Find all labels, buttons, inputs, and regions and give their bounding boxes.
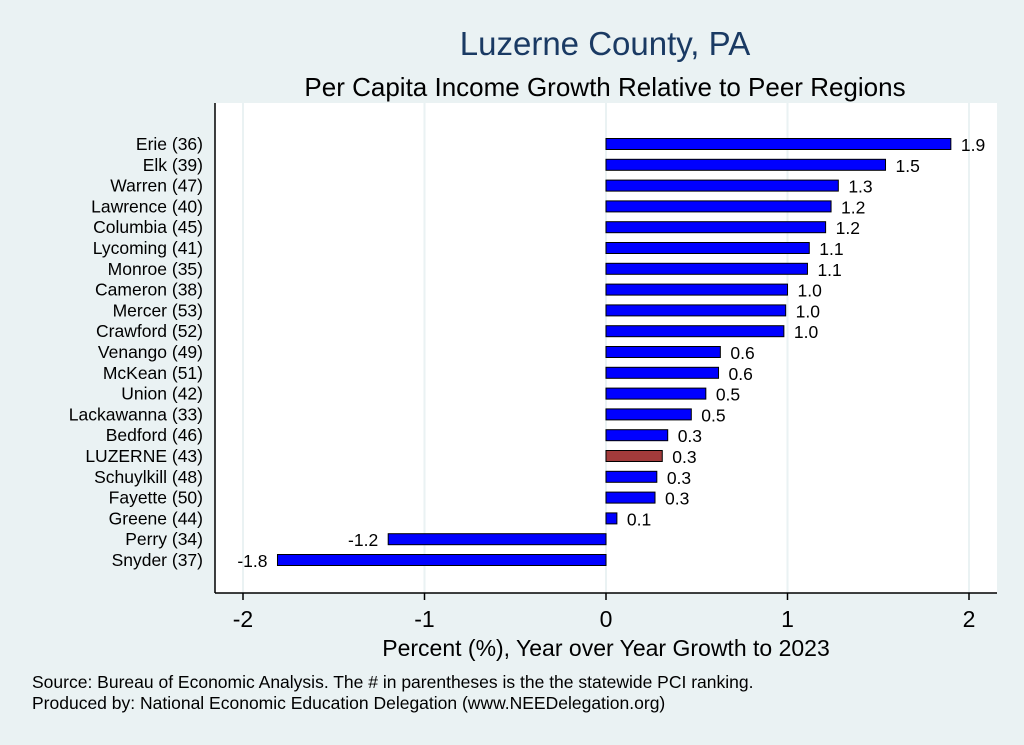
category-label-6: Monroe (35) bbox=[108, 259, 203, 279]
value-label-14: 0.3 bbox=[678, 426, 702, 446]
value-label-15: 0.3 bbox=[672, 447, 696, 467]
value-label-1: 1.5 bbox=[896, 156, 920, 176]
bar-20 bbox=[276, 554, 607, 566]
chart-footer: Source: Bureau of Economic Analysis. The… bbox=[32, 672, 753, 714]
value-label-17: 0.3 bbox=[665, 489, 689, 509]
bar-0 bbox=[605, 138, 952, 150]
value-label-16: 0.3 bbox=[667, 468, 691, 488]
x-axis-label: Percent (%), Year over Year Growth to 20… bbox=[382, 635, 830, 661]
category-label-8: Mercer (53) bbox=[113, 300, 203, 320]
x-tick-label-3: 1 bbox=[781, 606, 794, 632]
bar-4 bbox=[605, 221, 827, 234]
value-label-13: 0.5 bbox=[701, 405, 725, 425]
category-label-13: Lackawanna (33) bbox=[69, 404, 203, 424]
category-label-18: Greene (44) bbox=[109, 508, 203, 528]
category-label-3: Lawrence (40) bbox=[91, 196, 203, 216]
category-label-2: Warren (47) bbox=[110, 176, 203, 196]
value-label-3: 1.2 bbox=[841, 197, 865, 217]
value-label-5: 1.1 bbox=[819, 239, 843, 259]
value-label-19: -1.2 bbox=[348, 530, 378, 550]
x-tick-label-4: 2 bbox=[963, 606, 976, 632]
value-label-20: -1.8 bbox=[237, 551, 267, 571]
x-tick-label-0: -2 bbox=[233, 606, 253, 632]
bar-16 bbox=[605, 470, 658, 483]
bar-10 bbox=[605, 346, 721, 358]
bar-17 bbox=[605, 491, 656, 504]
x-tick-label-2: 0 bbox=[600, 606, 613, 632]
value-label-12: 0.5 bbox=[716, 385, 740, 405]
category-label-12: Union (42) bbox=[121, 384, 203, 404]
value-label-0: 1.9 bbox=[961, 135, 985, 155]
category-label-16: Schuylkill (48) bbox=[94, 467, 203, 487]
bar-11 bbox=[605, 366, 720, 379]
value-label-2: 1.3 bbox=[848, 177, 872, 197]
x-tick-label-1: -1 bbox=[414, 606, 434, 632]
category-label-5: Lycoming (41) bbox=[93, 238, 203, 258]
bar-5 bbox=[605, 242, 810, 254]
chart-subtitle: Per Capita Income Growth Relative to Pee… bbox=[304, 72, 906, 102]
category-label-0: Erie (36) bbox=[136, 134, 203, 154]
value-label-4: 1.2 bbox=[836, 218, 860, 238]
category-label-9: Crawford (52) bbox=[96, 321, 203, 341]
producer-note: Produced by: National Economic Education… bbox=[32, 693, 666, 713]
category-label-17: Fayette (50) bbox=[109, 488, 203, 508]
source-note: Source: Bureau of Economic Analysis. The… bbox=[32, 672, 754, 692]
bar-19 bbox=[387, 533, 607, 546]
category-label-19: Perry (34) bbox=[125, 529, 203, 549]
value-label-10: 0.6 bbox=[730, 343, 754, 363]
value-label-11: 0.6 bbox=[729, 364, 753, 384]
category-label-1: Elk (39) bbox=[143, 155, 203, 175]
category-label-10: Venango (49) bbox=[98, 342, 203, 362]
bar-12 bbox=[605, 387, 707, 400]
chart-title: Luzerne County, PA bbox=[459, 25, 751, 62]
value-label-9: 1.0 bbox=[794, 322, 819, 342]
category-label-15: LUZERNE (43) bbox=[85, 446, 203, 466]
bar-18 bbox=[605, 512, 618, 525]
category-label-4: Columbia (45) bbox=[93, 217, 203, 237]
value-label-6: 1.1 bbox=[817, 260, 841, 280]
value-label-7: 1.0 bbox=[798, 281, 823, 301]
bar-14 bbox=[605, 429, 669, 442]
bar-1 bbox=[605, 158, 887, 171]
bar-15 bbox=[605, 450, 663, 462]
value-label-8: 1.0 bbox=[796, 301, 821, 321]
bar-6 bbox=[605, 262, 808, 275]
bar-3 bbox=[605, 200, 832, 213]
category-label-20: Snyder (37) bbox=[112, 550, 203, 570]
category-label-14: Bedford (46) bbox=[106, 425, 203, 445]
bar-2 bbox=[605, 179, 839, 192]
category-label-11: McKean (51) bbox=[103, 363, 203, 383]
bar-7 bbox=[605, 283, 788, 296]
bar-13 bbox=[605, 408, 692, 421]
value-label-18: 0.1 bbox=[627, 509, 651, 529]
bar-9 bbox=[605, 325, 785, 338]
category-label-7: Cameron (38) bbox=[95, 280, 203, 300]
bar-8 bbox=[605, 304, 787, 317]
